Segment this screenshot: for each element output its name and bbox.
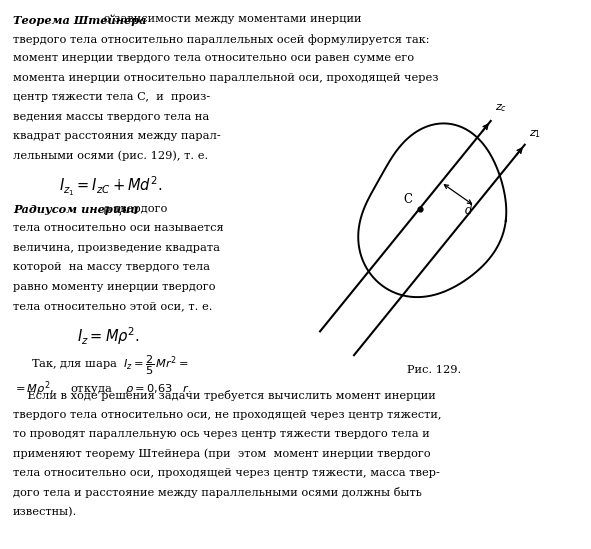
Text: $= M\rho^2,$    откуда    $\rho = 0{,}63$   $r.$: $= M\rho^2,$ откуда $\rho = 0{,}63$ $r.$ (13, 379, 191, 398)
Text: Если в ходе решения задачи требуется вычислить момент инерции: Если в ходе решения задачи требуется выч… (13, 390, 436, 401)
Text: твердого тела относительно параллельных осей формулируется так:: твердого тела относительно параллельных … (13, 34, 430, 44)
Text: величина, произведение квадрата: величина, произведение квадрата (13, 243, 220, 253)
Text: $z_1$: $z_1$ (530, 128, 541, 141)
Text: $z_c$: $z_c$ (495, 103, 508, 114)
Text: квадрат расстояния между парал-: квадрат расстояния между парал- (13, 131, 221, 141)
Text: момент инерции твердого тела относительно оси равен сумме его: момент инерции твердого тела относительн… (13, 53, 414, 63)
Text: ρ твердого: ρ твердого (100, 204, 168, 214)
Text: применяют теорему Штейнера (при  этом  момент инерции твердого: применяют теорему Штейнера (при этом мом… (13, 449, 431, 459)
Text: C: C (403, 193, 412, 206)
Text: лельными осями (рис. 129), т. е.: лельными осями (рис. 129), т. е. (13, 150, 208, 161)
Text: дого тела и расстояние между параллельными осями должны быть: дого тела и расстояние между параллельны… (13, 488, 422, 498)
Text: $I_{z_1} = I_{zC} \dotplus Md^2.$: $I_{z_1} = I_{zC} \dotplus Md^2.$ (59, 175, 163, 198)
Text: которой  на массу твердого тела: которой на массу твердого тела (13, 262, 210, 272)
Text: момента инерции относительно параллельной оси, проходящей через: момента инерции относительно параллельно… (13, 72, 439, 83)
Text: тела относительно оси, проходящей через центр тяжести, масса твер-: тела относительно оси, проходящей через … (13, 468, 440, 478)
Text: тела относительно оси называется: тела относительно оси называется (13, 223, 224, 233)
Text: тела относительно этой оси, т. е.: тела относительно этой оси, т. е. (13, 301, 213, 311)
Text: центр тяжести тела C,  и  произ-: центр тяжести тела C, и произ- (13, 92, 210, 102)
Text: ведения массы твердого тела на: ведения массы твердого тела на (13, 111, 209, 122)
Text: известны).: известны). (13, 507, 77, 517)
Text: о зависимости между моментами инерции: о зависимости между моментами инерции (100, 14, 362, 24)
Text: Так, для шара  $I_z = \dfrac{2}{5}\,Mr^2 =$: Так, для шара $I_z = \dfrac{2}{5}\,Mr^2 … (31, 353, 189, 377)
Text: Рис. 129.: Рис. 129. (407, 365, 462, 375)
Text: твердого тела относительно оси, не проходящей через центр тяжести,: твердого тела относительно оси, не прохо… (13, 410, 441, 419)
Text: $I_z = M\rho^2.$: $I_z = M\rho^2.$ (77, 325, 139, 347)
Text: равно моменту инерции твердого: равно моменту инерции твердого (13, 282, 216, 292)
Text: то проводят параллельную ось через центр тяжести твердого тела и: то проводят параллельную ось через центр… (13, 429, 430, 439)
Text: Теорема Штейнера: Теорема Штейнера (13, 14, 147, 26)
Text: Радиусом инерции: Радиусом инерции (13, 204, 138, 215)
Text: d: d (465, 204, 473, 217)
